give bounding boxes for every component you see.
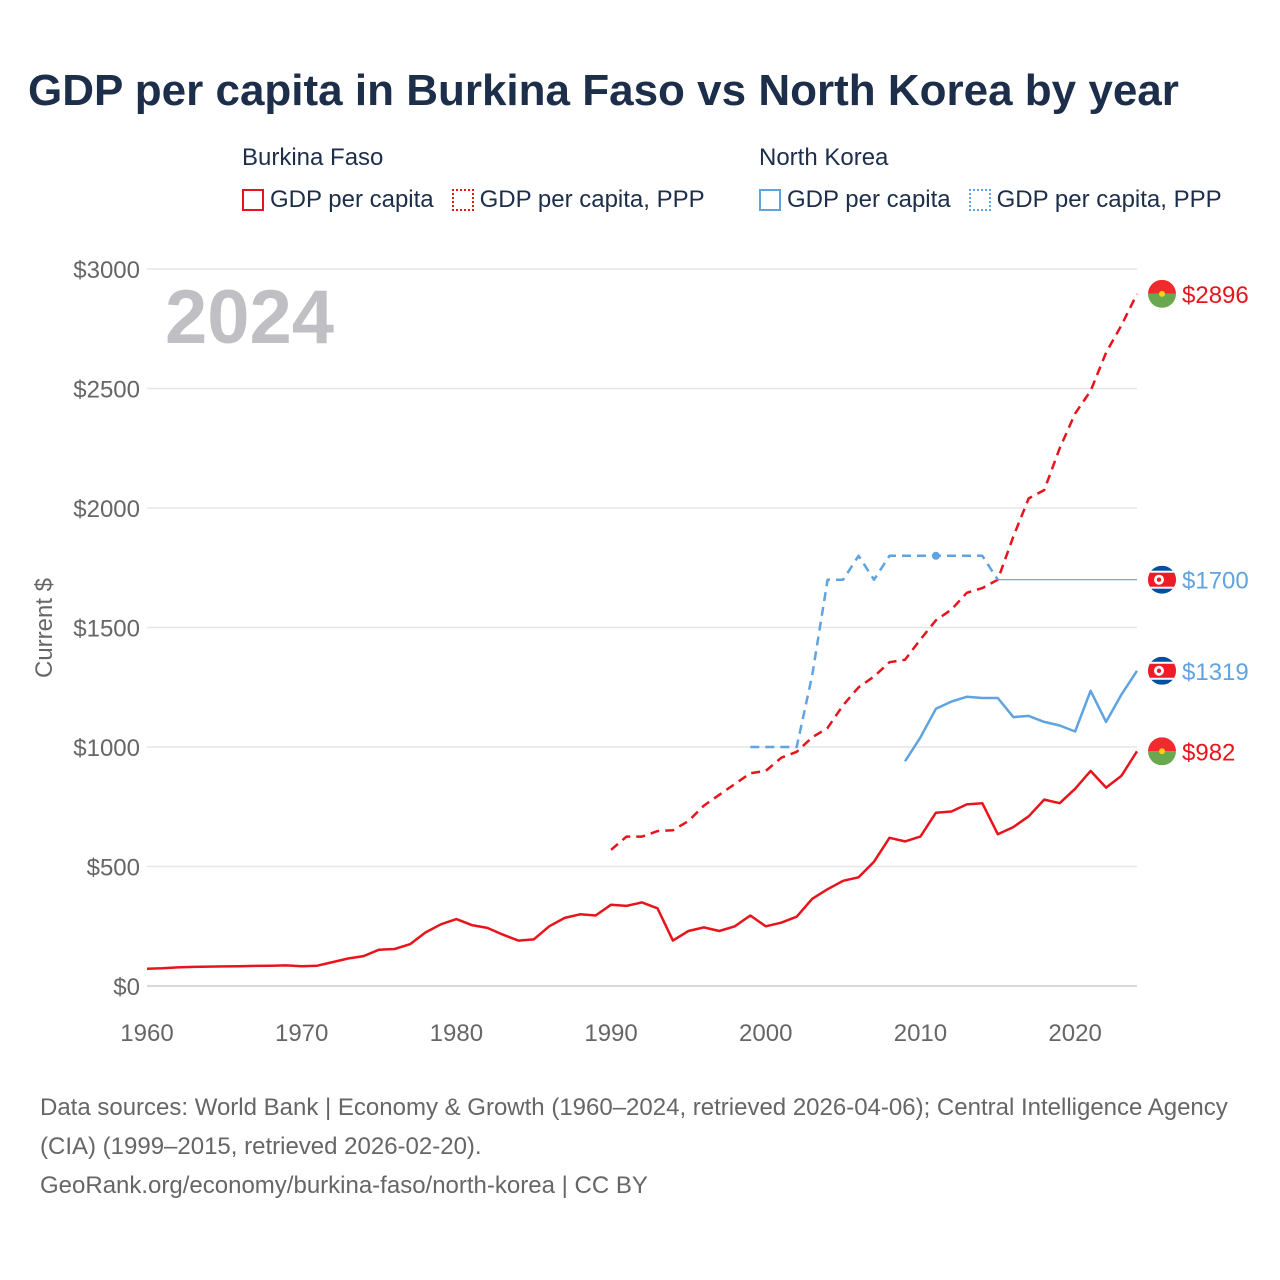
end-value-label: $1700 [1182,568,1249,595]
y-tick-label: $500 [87,855,140,882]
end-value-label: $982 [1182,739,1235,766]
x-tick-label: 1970 [275,1020,328,1047]
x-axis-ticks: 1960 1970 1980 1990 2000 2010 2020 [120,1020,1102,1047]
x-tick-label: 1960 [120,1020,173,1047]
north-korea-flag-icon [1148,565,1176,594]
legend-item-bf-ppp[interactable]: GDP per capita, PPP [451,186,705,214]
legend-group-name: Burkina Faso [242,144,384,171]
y-tick-label: $2000 [73,496,140,523]
burkina-faso-flag-icon [1148,737,1176,766]
y-tick-label: $0 [113,974,140,1001]
footer: Data sources: World Bank | Economy & Gro… [40,1088,1240,1205]
legend-swatch-dotted-icon [451,189,474,211]
legend-swatch-solid-icon [759,189,781,211]
chart-title: GDP per capita in Burkina Faso vs North … [28,66,1179,115]
legend-label: GDP per capita [787,186,951,213]
legend-item-nk-gdp[interactable]: GDP per capita [759,186,951,214]
legend-label: GDP per capita, PPP [479,186,705,213]
y-axis-label: Current $ [31,578,58,678]
legend-swatch-dotted-icon [968,189,991,211]
data-sources: Data sources: World Bank | Economy & Gro… [40,1094,1228,1160]
highlight-point [931,551,940,560]
line-chart: $0 $500 $1000 $1500 $2000 $2500 $3000 1960 1970… [31,257,1249,1047]
credit-link[interactable]: GeoRank.org/economy/burkina-faso/north-k… [40,1172,648,1199]
x-tick-label: 2010 [894,1020,947,1047]
legend-north-korea: North Korea GDP per capita GDP per capit… [759,144,1240,214]
y-tick-label: $3000 [73,257,140,284]
gridlines [147,268,1137,987]
y-axis-ticks: $0 $500 $1000 $1500 $2000 $2500 $3000 [73,257,140,1001]
y-tick-label: $1500 [73,616,140,643]
end-markers: $2896 $1700 $1319 $982 [1148,279,1249,766]
series-line-nk_ppp [750,554,999,749]
legend-burkina-faso: Burkina Faso GDP per capita GDP per capi… [242,144,723,214]
legend-label: GDP per capita [270,186,434,213]
legend-label: GDP per capita, PPP [996,186,1222,213]
x-tick-label: 1980 [430,1020,483,1047]
series-lines [146,293,1139,971]
burkina-faso-flag-icon [1148,279,1176,308]
series-line-bf_gdp [146,750,1139,971]
y-tick-label: $1000 [73,735,140,762]
x-tick-label: 2020 [1048,1020,1101,1047]
legend-item-bf-gdp[interactable]: GDP per capita [242,186,434,214]
end-value-label: $2896 [1182,282,1249,309]
north-korea-flag-icon [1148,656,1176,685]
legend-group-name: North Korea [759,144,889,171]
y-tick-label: $2500 [73,377,140,404]
x-tick-label: 1990 [584,1020,637,1047]
series-line-nk_gdp [903,670,1139,762]
legend-item-nk-ppp[interactable]: GDP per capita, PPP [968,186,1222,214]
x-tick-label: 2000 [739,1020,792,1047]
legend-swatch-solid-icon [242,189,264,211]
series-line-bf_ppp [610,293,1139,851]
year-watermark: 2024 [165,275,334,360]
end-value-label: $1319 [1182,659,1249,686]
